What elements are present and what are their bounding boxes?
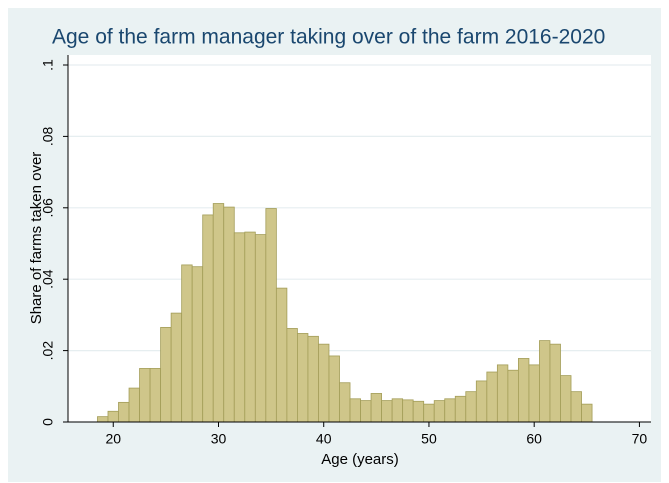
bar xyxy=(244,231,256,423)
bar xyxy=(475,380,488,423)
bar xyxy=(412,400,425,423)
bar xyxy=(202,214,214,423)
bar xyxy=(307,335,319,423)
x-tick-label: 20 xyxy=(105,431,121,447)
bars xyxy=(97,203,593,423)
bar xyxy=(402,399,414,423)
x-axis-title: Age (years) xyxy=(321,451,399,468)
bar xyxy=(275,287,288,423)
bar xyxy=(170,312,183,423)
bar xyxy=(107,410,119,423)
y-tick-label: .02 xyxy=(40,341,56,361)
x-tick-label: 70 xyxy=(632,431,648,447)
x-tick-label: 50 xyxy=(421,431,437,447)
bar xyxy=(549,343,561,423)
bar xyxy=(181,264,193,423)
bar xyxy=(391,398,404,423)
bar xyxy=(339,382,351,423)
bar xyxy=(454,395,467,423)
bar xyxy=(118,401,130,423)
chart-title: Age of the farm manager taking over of t… xyxy=(52,26,605,49)
y-tick-label: .1 xyxy=(40,59,56,71)
bar xyxy=(318,343,330,423)
bar xyxy=(191,266,204,423)
y-tick-label: .06 xyxy=(40,198,56,218)
bar xyxy=(433,400,446,423)
y-tick-label: .08 xyxy=(40,126,56,146)
bar xyxy=(97,416,109,423)
bar xyxy=(328,355,340,423)
y-tick-label: .04 xyxy=(40,269,56,289)
plot-background xyxy=(68,55,651,422)
bar xyxy=(223,206,235,423)
bar xyxy=(560,375,572,423)
x-tick-label: 60 xyxy=(526,431,542,447)
bar xyxy=(444,398,456,423)
bar xyxy=(254,234,267,423)
bar xyxy=(297,333,309,423)
bar xyxy=(360,400,372,423)
bar xyxy=(160,326,172,423)
y-tick-label: 0 xyxy=(40,418,56,426)
bar xyxy=(507,369,519,423)
bar xyxy=(465,391,477,423)
bar xyxy=(528,364,540,423)
bar xyxy=(381,400,393,423)
x-tick-label: 40 xyxy=(316,431,332,447)
y-axis-title: Share of farms taken over xyxy=(28,152,45,325)
bar xyxy=(518,358,530,423)
bar xyxy=(486,371,498,423)
bar xyxy=(149,368,162,423)
bar xyxy=(370,393,382,423)
bar xyxy=(265,208,277,423)
bar xyxy=(423,403,435,423)
bar xyxy=(570,391,582,423)
bar xyxy=(286,328,298,423)
bar xyxy=(233,232,246,423)
x-tick-label: 30 xyxy=(211,431,227,447)
bar xyxy=(128,387,140,423)
axes: 0 .02 .04 .06 .08 .1 20 30 40 50 60 70 xyxy=(40,55,651,447)
bar xyxy=(212,203,225,423)
bar xyxy=(139,368,151,423)
bar xyxy=(496,364,509,423)
bar xyxy=(539,340,551,423)
bar xyxy=(349,398,361,423)
bar xyxy=(581,403,593,423)
